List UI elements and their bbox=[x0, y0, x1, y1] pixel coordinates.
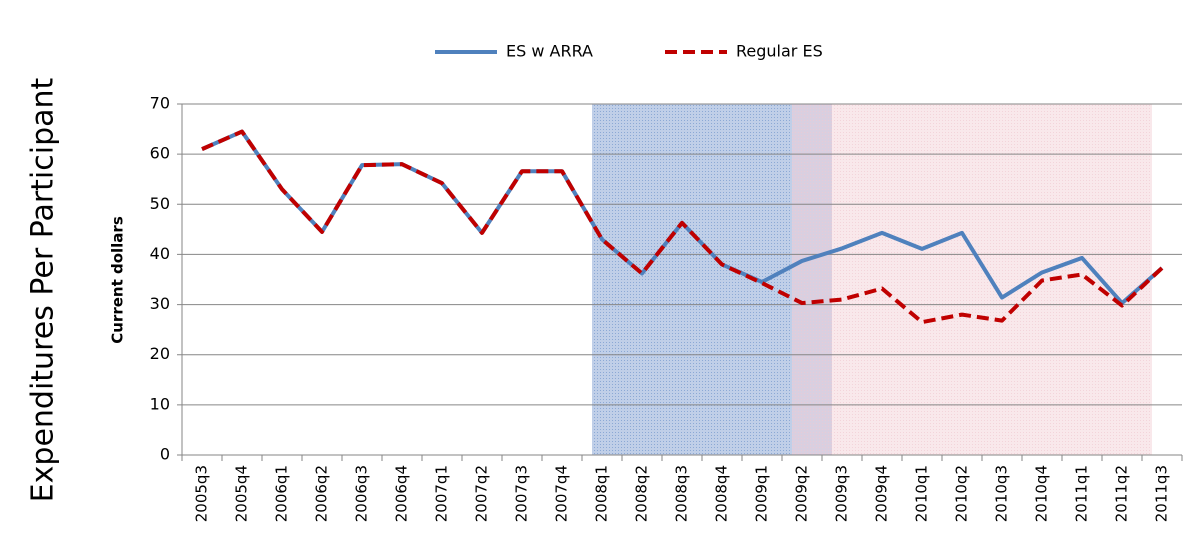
x-tick-label: 2010q3 bbox=[993, 465, 1011, 522]
x-tick-label: 2009q2 bbox=[793, 465, 811, 522]
x-tick-label: 2010q1 bbox=[913, 465, 931, 522]
x-tick-label: 2010q2 bbox=[953, 465, 971, 522]
x-tick-label: 2009q4 bbox=[873, 465, 891, 522]
y-tick-label: 30 bbox=[150, 294, 170, 313]
x-tick-label: 2008q1 bbox=[593, 465, 611, 522]
x-tick-label: 2005q4 bbox=[233, 465, 251, 522]
x-tick-label: 2008q4 bbox=[713, 465, 731, 522]
shaded-region bbox=[792, 104, 1152, 455]
y-tick-label: 10 bbox=[150, 394, 170, 413]
x-tick-label: 2006q4 bbox=[393, 465, 411, 522]
x-tick-label: 2006q3 bbox=[353, 465, 371, 522]
side-title: Expenditures Per Participant bbox=[26, 77, 61, 502]
x-tick-label: 2007q4 bbox=[553, 465, 571, 522]
y-tick-label: 0 bbox=[160, 445, 170, 464]
legend-label: Regular ES bbox=[736, 42, 823, 61]
x-tick-label: 2006q2 bbox=[313, 465, 331, 522]
series-line bbox=[201, 129, 1164, 325]
x-tick-label: 2005q3 bbox=[193, 465, 211, 522]
x-tick-label: 2007q2 bbox=[473, 465, 491, 522]
x-tick-label: 2011q3 bbox=[1153, 465, 1171, 522]
x-tick-label: 2008q3 bbox=[673, 465, 691, 522]
y-tick-label: 70 bbox=[150, 94, 170, 113]
legend-label: ES w ARRA bbox=[506, 42, 593, 61]
y-tick-label: 60 bbox=[150, 144, 170, 163]
x-tick-label: 2008q2 bbox=[633, 465, 651, 522]
y-tick-label: 50 bbox=[150, 194, 170, 213]
y-axis-label: Current dollars bbox=[109, 216, 127, 344]
x-tick-label: 2011q1 bbox=[1073, 465, 1091, 522]
y-tick-label: 40 bbox=[150, 244, 170, 263]
x-tick-label: 2010q4 bbox=[1033, 465, 1051, 522]
x-tick-label: 2007q1 bbox=[433, 465, 451, 522]
x-tick-label: 2009q1 bbox=[753, 465, 771, 522]
x-tick-label: 2006q1 bbox=[273, 465, 291, 522]
x-tick-label: 2009q3 bbox=[833, 465, 851, 522]
y-tick-label: 20 bbox=[150, 344, 170, 363]
x-tick-label: 2007q3 bbox=[513, 465, 531, 522]
x-tick-label: 2011q2 bbox=[1113, 465, 1131, 522]
